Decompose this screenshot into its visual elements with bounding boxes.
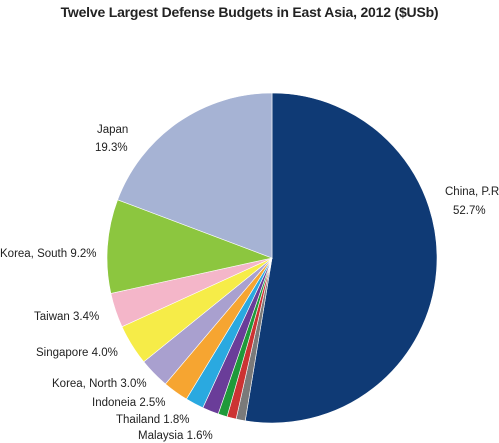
label-japan: Japan <box>97 124 128 136</box>
chart-title: Twelve Largest Defense Budgets in East A… <box>60 4 439 20</box>
label-malaysia: Malaysia 1.6% <box>138 430 213 442</box>
label-korea-north: Korea, North 3.0% <box>52 378 147 390</box>
slice-china <box>244 92 438 424</box>
slice-japan <box>117 92 273 259</box>
slice-korea-south-green <box>106 199 274 294</box>
pie-slices <box>106 92 438 424</box>
label-korea-south: Korea, South 9.2% <box>0 248 97 260</box>
label-singapore: Singapore 4.0% <box>36 347 118 359</box>
label-thailand: Thailand 1.8% <box>116 414 190 426</box>
label-china: China, P.R. <box>445 186 499 198</box>
label-indonesia: Indoneia 2.5% <box>92 397 166 409</box>
label-japan-value: 19.3% <box>95 142 128 154</box>
label-taiwan: Taiwan 3.4% <box>34 311 99 323</box>
label-china-value: 52.7% <box>453 205 486 217</box>
